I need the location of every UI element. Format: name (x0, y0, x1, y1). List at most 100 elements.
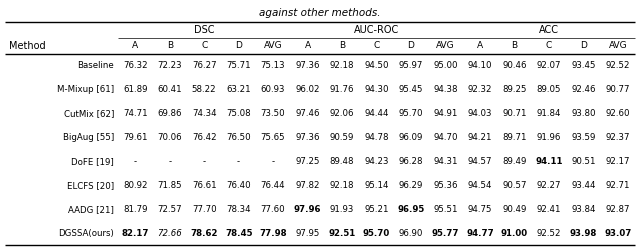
Text: 95.21: 95.21 (364, 205, 388, 214)
Text: 89.49: 89.49 (502, 157, 527, 166)
Text: M-Mixup [61]: M-Mixup [61] (57, 85, 114, 94)
Text: 92.87: 92.87 (605, 205, 630, 214)
Text: 93.98: 93.98 (570, 228, 597, 237)
Text: 92.37: 92.37 (605, 133, 630, 142)
Text: 80.92: 80.92 (123, 181, 147, 190)
Text: 93.45: 93.45 (571, 62, 596, 70)
Text: 78.45: 78.45 (225, 228, 252, 237)
Text: 92.41: 92.41 (536, 205, 561, 214)
Text: 91.00: 91.00 (501, 228, 528, 237)
Text: 92.71: 92.71 (605, 181, 630, 190)
Text: 95.45: 95.45 (399, 85, 423, 94)
Text: 95.36: 95.36 (433, 181, 458, 190)
Text: 90.51: 90.51 (571, 157, 596, 166)
Text: 92.07: 92.07 (536, 62, 561, 70)
Text: 96.29: 96.29 (399, 181, 423, 190)
Text: C: C (373, 42, 380, 50)
Text: 60.93: 60.93 (261, 85, 285, 94)
Text: 94.77: 94.77 (466, 228, 494, 237)
Text: D: D (408, 42, 415, 50)
Text: ACC: ACC (539, 25, 559, 35)
Text: 90.71: 90.71 (502, 109, 527, 118)
Text: 94.03: 94.03 (468, 109, 492, 118)
Text: 75.71: 75.71 (227, 62, 251, 70)
Text: Method: Method (9, 41, 45, 51)
Text: 94.21: 94.21 (468, 133, 492, 142)
Text: DGSSA(ours): DGSSA(ours) (58, 228, 114, 237)
Text: 91.76: 91.76 (330, 85, 355, 94)
Text: 94.54: 94.54 (468, 181, 492, 190)
Text: 75.65: 75.65 (260, 133, 285, 142)
Text: 92.18: 92.18 (330, 181, 355, 190)
Text: 72.66: 72.66 (157, 228, 182, 237)
Text: A: A (132, 42, 138, 50)
Text: 74.34: 74.34 (192, 109, 216, 118)
Text: 90.77: 90.77 (605, 85, 630, 94)
Text: CutMix [62]: CutMix [62] (63, 109, 114, 118)
Text: 91.96: 91.96 (537, 133, 561, 142)
Text: 75.08: 75.08 (227, 109, 251, 118)
Text: 70.06: 70.06 (157, 133, 182, 142)
Text: -: - (134, 157, 137, 166)
Text: Baseline: Baseline (77, 62, 114, 70)
Text: B: B (166, 42, 173, 50)
Text: 92.18: 92.18 (330, 62, 355, 70)
Text: 97.46: 97.46 (295, 109, 320, 118)
Text: ELCFS [20]: ELCFS [20] (67, 181, 114, 190)
Text: 91.93: 91.93 (330, 205, 354, 214)
Text: BigAug [55]: BigAug [55] (63, 133, 114, 142)
Text: 94.23: 94.23 (364, 157, 388, 166)
Text: AUC-ROC: AUC-ROC (354, 25, 399, 35)
Text: 61.89: 61.89 (123, 85, 147, 94)
Text: 94.91: 94.91 (433, 109, 458, 118)
Text: 94.70: 94.70 (433, 133, 458, 142)
Text: 97.36: 97.36 (295, 62, 320, 70)
Text: -: - (237, 157, 240, 166)
Text: C: C (201, 42, 207, 50)
Text: 97.25: 97.25 (295, 157, 320, 166)
Text: 95.14: 95.14 (364, 181, 388, 190)
Text: 58.22: 58.22 (192, 85, 216, 94)
Text: DoFE [19]: DoFE [19] (71, 157, 114, 166)
Text: A: A (305, 42, 310, 50)
Text: 93.07: 93.07 (604, 228, 632, 237)
Text: -: - (203, 157, 205, 166)
Text: AVG: AVG (436, 42, 455, 50)
Text: -: - (271, 157, 275, 166)
Text: 89.71: 89.71 (502, 133, 527, 142)
Text: AVG: AVG (609, 42, 627, 50)
Text: 90.46: 90.46 (502, 62, 527, 70)
Text: 92.52: 92.52 (605, 62, 630, 70)
Text: 76.42: 76.42 (192, 133, 216, 142)
Text: 92.52: 92.52 (536, 228, 561, 237)
Text: 73.50: 73.50 (260, 109, 285, 118)
Text: DSC: DSC (194, 25, 214, 35)
Text: 76.50: 76.50 (227, 133, 251, 142)
Text: 94.11: 94.11 (535, 157, 563, 166)
Text: 97.82: 97.82 (295, 181, 320, 190)
Text: 77.98: 77.98 (259, 228, 287, 237)
Text: 92.06: 92.06 (330, 109, 355, 118)
Text: 97.96: 97.96 (294, 205, 321, 214)
Text: 60.41: 60.41 (157, 85, 182, 94)
Text: 94.78: 94.78 (364, 133, 388, 142)
Text: AVG: AVG (264, 42, 282, 50)
Text: 76.44: 76.44 (260, 181, 285, 190)
Text: -: - (168, 157, 172, 166)
Text: D: D (580, 42, 587, 50)
Text: 76.40: 76.40 (227, 181, 251, 190)
Text: 89.25: 89.25 (502, 85, 527, 94)
Text: 97.36: 97.36 (295, 133, 320, 142)
Text: 97.95: 97.95 (296, 228, 320, 237)
Text: 95.51: 95.51 (433, 205, 458, 214)
Text: 92.17: 92.17 (605, 157, 630, 166)
Text: 90.57: 90.57 (502, 181, 527, 190)
Text: 77.60: 77.60 (260, 205, 285, 214)
Text: 90.59: 90.59 (330, 133, 354, 142)
Text: 89.48: 89.48 (330, 157, 355, 166)
Text: D: D (235, 42, 242, 50)
Text: 89.05: 89.05 (536, 85, 561, 94)
Text: 96.95: 96.95 (397, 205, 424, 214)
Text: 90.49: 90.49 (502, 205, 527, 214)
Text: 75.13: 75.13 (260, 62, 285, 70)
